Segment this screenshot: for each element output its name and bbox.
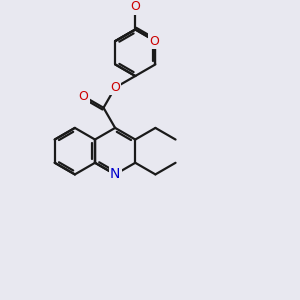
Text: O: O bbox=[149, 34, 159, 48]
Text: O: O bbox=[130, 0, 140, 13]
Text: O: O bbox=[110, 81, 120, 94]
Text: O: O bbox=[78, 90, 88, 103]
Text: N: N bbox=[110, 167, 120, 182]
